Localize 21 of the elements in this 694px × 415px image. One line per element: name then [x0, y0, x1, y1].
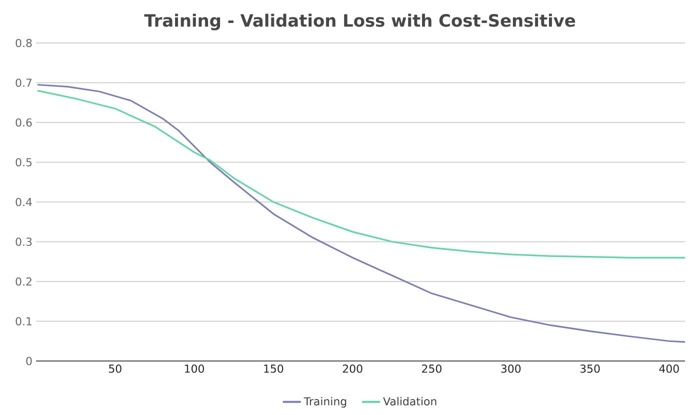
y-tick-label: 0.7: [16, 78, 32, 87]
y-tick-label: 0.1: [16, 317, 32, 326]
x-tick-label: 100: [185, 364, 204, 373]
legend-label: Validation: [383, 396, 436, 406]
y-tick-label: 0: [26, 356, 32, 366]
x-tick-label: 300: [501, 364, 521, 373]
line-series: [36, 90, 686, 258]
x-tick-label: 150: [264, 364, 284, 373]
y-tick-label: 0.2: [16, 277, 32, 286]
y-tick-label: 0.3: [16, 238, 32, 246]
x-tick-label: 200: [342, 364, 362, 373]
x-tick-label: 400: [659, 364, 679, 373]
x-tick-label: 50: [109, 364, 122, 373]
y-tick-label: 0.8: [16, 38, 32, 48]
x-tick-label: 350: [580, 364, 600, 373]
legend-label: Training: [304, 396, 346, 408]
chart-title: Training - Validation Loss with Cost-Sensitive: [144, 14, 576, 30]
y-tick-label: 0.6: [16, 118, 32, 127]
x-tick-label: 250: [422, 364, 442, 373]
y-tick-label: 0.4: [16, 198, 32, 206]
y-tick-label: 0.5: [16, 158, 32, 166]
